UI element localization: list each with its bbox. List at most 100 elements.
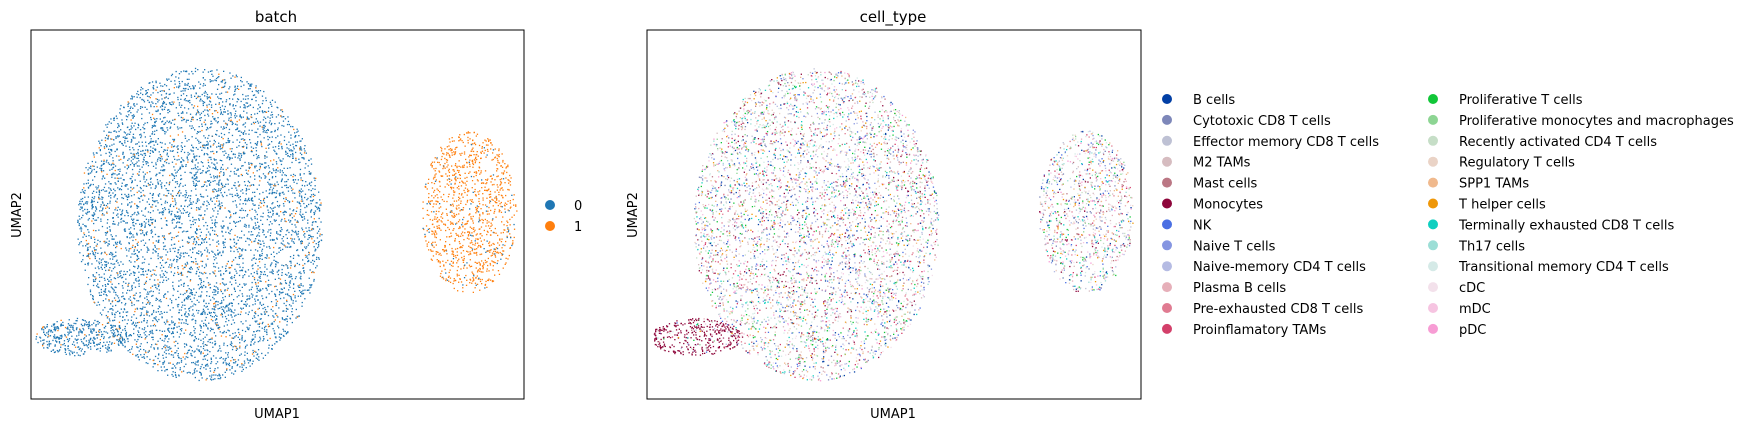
scatter-point bbox=[144, 106, 146, 108]
scatter-point bbox=[293, 148, 295, 150]
scatter-point bbox=[233, 245, 235, 247]
scatter-point bbox=[96, 166, 98, 168]
scatter-point bbox=[309, 292, 311, 294]
scatter-point bbox=[217, 288, 219, 290]
scatter-point bbox=[245, 367, 247, 369]
scatter-point bbox=[269, 120, 271, 122]
scatter-point bbox=[142, 149, 144, 152]
scatter-point bbox=[169, 181, 171, 183]
scatter-point bbox=[246, 299, 248, 301]
scatter-point bbox=[173, 87, 175, 89]
scatter-point bbox=[178, 309, 180, 311]
scatter-point bbox=[152, 242, 154, 244]
scatter-point bbox=[209, 312, 211, 314]
scatter-point bbox=[172, 328, 175, 330]
scatter-point bbox=[307, 260, 309, 263]
scatter-point bbox=[191, 300, 193, 303]
scatter-point bbox=[126, 236, 128, 238]
scatter-point bbox=[294, 192, 296, 194]
scatter-point bbox=[168, 346, 171, 348]
scatter-point bbox=[237, 239, 239, 241]
scatter-point bbox=[152, 218, 154, 221]
scatter-point bbox=[127, 101, 129, 103]
scatter-point bbox=[95, 171, 97, 173]
scatter-point bbox=[296, 262, 298, 265]
scatter-point bbox=[237, 303, 240, 305]
scatter-point bbox=[87, 243, 89, 245]
scatter-point bbox=[173, 341, 175, 343]
scatter-point bbox=[162, 85, 164, 87]
scatter-point bbox=[241, 336, 243, 339]
scatter-point bbox=[198, 208, 200, 211]
scatter-point bbox=[160, 203, 163, 206]
scatter-point bbox=[251, 208, 253, 210]
scatter-point bbox=[160, 311, 162, 313]
scatter-point bbox=[233, 250, 235, 253]
scatter-point bbox=[114, 165, 117, 167]
scatter-point bbox=[79, 242, 81, 244]
scatter-point bbox=[195, 137, 197, 139]
scatter-point bbox=[257, 299, 259, 301]
scatter-point bbox=[286, 143, 288, 146]
scatter-point bbox=[219, 331, 221, 333]
scatter-point bbox=[114, 316, 116, 318]
scatter-point bbox=[133, 218, 135, 220]
scatter-point bbox=[254, 262, 257, 264]
scatter-point bbox=[103, 130, 105, 132]
scatter-point bbox=[235, 173, 237, 175]
scatter-point bbox=[266, 275, 269, 277]
scatter-point bbox=[286, 180, 288, 183]
scatter-point bbox=[268, 347, 270, 349]
scatter-point bbox=[200, 260, 202, 262]
scatter-point bbox=[216, 183, 218, 185]
scatter-point bbox=[195, 240, 197, 243]
scatter-point bbox=[156, 110, 158, 113]
scatter-point bbox=[244, 223, 246, 226]
scatter-point bbox=[208, 284, 210, 286]
scatter-point bbox=[254, 195, 256, 198]
scatter-point bbox=[310, 236, 313, 238]
scatter-point bbox=[98, 140, 100, 142]
scatter-point bbox=[159, 211, 161, 214]
scatter-point bbox=[215, 294, 217, 296]
scatter-point bbox=[287, 190, 290, 192]
scatter-point bbox=[116, 329, 118, 331]
scatter-point bbox=[240, 138, 243, 140]
scatter-point bbox=[126, 222, 128, 224]
scatter-point bbox=[257, 329, 259, 332]
scatter-point bbox=[170, 267, 172, 269]
scatter-point bbox=[255, 357, 257, 359]
scatter-point bbox=[161, 334, 163, 336]
scatter-point bbox=[182, 90, 184, 92]
scatter-point bbox=[270, 284, 272, 286]
scatter-point bbox=[83, 172, 86, 174]
scatter-point bbox=[254, 131, 256, 133]
scatter-point bbox=[202, 203, 204, 205]
scatter-point bbox=[250, 85, 252, 87]
scatter-point bbox=[215, 120, 217, 122]
scatter-point bbox=[143, 156, 145, 158]
scatter-point bbox=[143, 332, 145, 334]
scatter-point bbox=[106, 211, 108, 213]
scatter-point bbox=[87, 248, 89, 250]
scatter-point bbox=[278, 224, 280, 226]
scatter-point bbox=[130, 215, 132, 218]
scatter-point bbox=[88, 167, 90, 169]
scatter-point bbox=[147, 99, 149, 102]
scatter-point bbox=[222, 101, 224, 103]
scatter-point bbox=[288, 141, 290, 143]
scatter-point bbox=[229, 239, 232, 241]
scatter-point bbox=[113, 263, 116, 265]
scatter-point bbox=[204, 238, 206, 241]
scatter-point bbox=[192, 180, 194, 183]
scatter-point bbox=[170, 239, 173, 241]
scatter-point bbox=[105, 190, 108, 192]
scatter-point bbox=[244, 330, 247, 333]
scatter-point bbox=[184, 252, 186, 254]
scatter-point bbox=[197, 198, 199, 200]
scatter-point bbox=[219, 347, 221, 349]
scatter-point bbox=[155, 80, 157, 82]
scatter-point bbox=[204, 344, 206, 346]
scatter-point bbox=[111, 238, 113, 240]
scatter-point bbox=[282, 120, 285, 122]
